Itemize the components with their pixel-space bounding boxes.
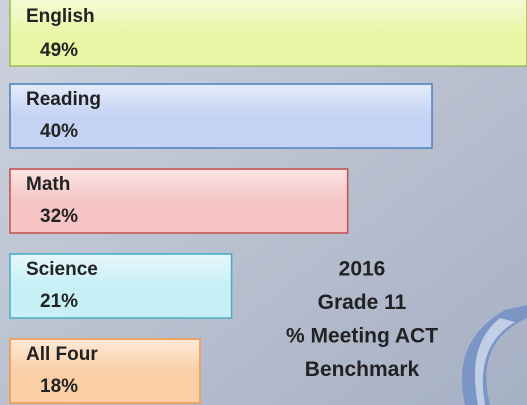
bar-sheen: [11, 85, 432, 117]
value-label: 49%: [40, 40, 78, 61]
category-label: Math: [26, 174, 70, 195]
bar-sheen: [11, 0, 526, 33]
value-label: 21%: [40, 291, 78, 312]
bar-sheen: [11, 170, 347, 202]
value-label: 32%: [40, 206, 78, 227]
title-line: 2016: [339, 258, 386, 281]
category-label: Science: [26, 259, 98, 280]
title-line: % Meeting ACT: [286, 325, 438, 348]
category-label: Reading: [26, 89, 101, 110]
value-label: 40%: [40, 121, 78, 142]
category-label: All Four: [26, 344, 98, 365]
swoosh-highlight: [474, 318, 515, 405]
chart-title: 2016 Grade 11 % Meeting ACT Benchmark: [286, 258, 438, 382]
bar-sheen: [11, 255, 231, 287]
title-line: Grade 11: [318, 291, 407, 314]
bar-sheen: [11, 340, 199, 372]
category-label: English: [26, 6, 95, 27]
title-line: Benchmark: [305, 358, 420, 381]
value-label: 18%: [40, 376, 78, 397]
